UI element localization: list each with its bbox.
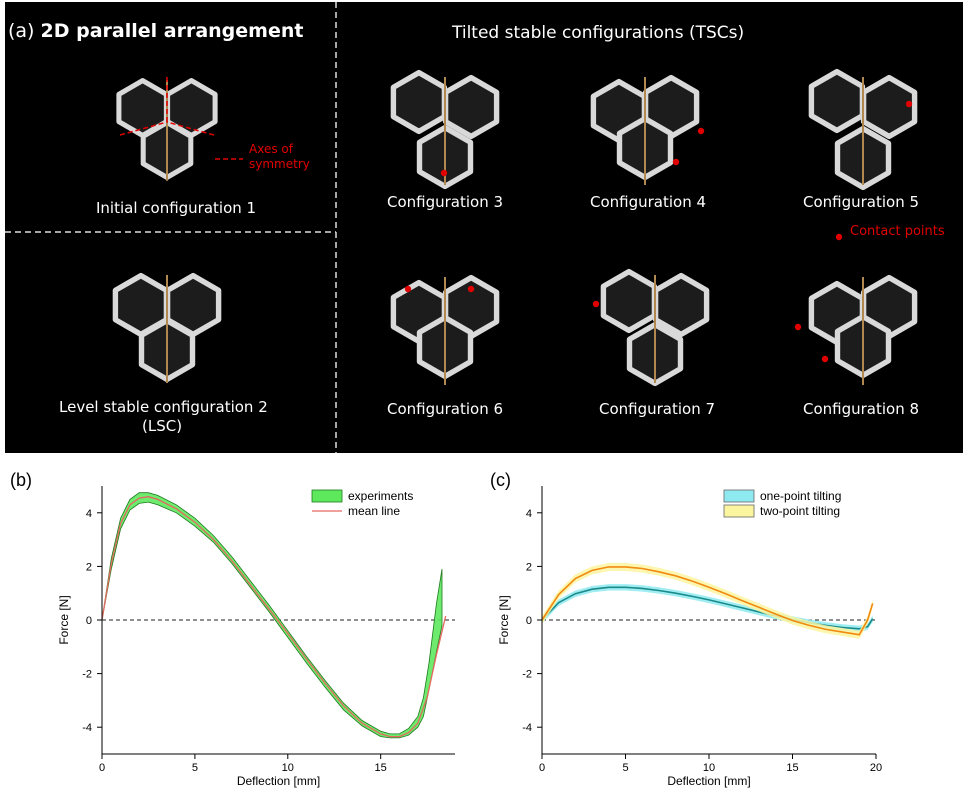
contact-point [835,233,843,241]
x-tick-label: 0 [539,762,545,774]
series-line-0 [541,586,874,630]
tsc-heading: Tilted stable configurations (TSCs) [452,23,745,43]
y-tick-label: 0 [86,615,92,627]
panel-label: (b) [10,470,32,490]
contact-point [467,285,475,293]
config-5-label: Configuration 5 [803,193,920,211]
config-8-label: Configuration 8 [803,400,920,418]
lattice-cell [600,268,658,334]
config-2-sublabel: (LSC) [142,417,183,435]
series-line-1 [101,496,447,738]
config-4-label: Configuration 4 [590,193,707,211]
x-tick-label: 20 [870,762,882,774]
legend-swatch [723,489,755,503]
symmetry-axis [166,121,215,136]
legend-label: experiments [348,489,413,503]
contact-point [821,355,829,363]
y-tick-label: 2 [526,561,532,573]
contact-legend-label: Contact points [850,224,945,239]
contact-point [794,323,802,331]
y-tick-label: 2 [86,561,92,573]
config-1-label: Initial configuration 1 [96,199,257,217]
lattice-cell [808,68,866,134]
axes-legend-label-2: symmetry [249,157,310,171]
lattice-cell [442,74,500,140]
y-tick-label: 0 [526,615,532,627]
panel-a-label: (a) [8,20,35,42]
lattice-photo-4 [590,74,700,185]
y-tick-label: -4 [82,722,92,734]
x-tick-label: 5 [192,762,198,774]
panel-a-heading: 2D parallel arrangement [40,20,304,42]
lattice-photo-7 [600,268,710,387]
contact-point [440,169,448,177]
lattice-photo-3 [390,69,500,190]
contact-point [697,127,705,135]
config-6-label: Configuration 6 [387,400,504,418]
x-axis-label: Deflection [mm] [237,774,320,788]
lattice-photo-6 [390,274,500,385]
y-axis-label: Force [N] [497,595,511,644]
x-tick-label: 0 [99,762,105,774]
x-tick-label: 10 [703,762,715,774]
lattice-photo-8 [808,274,918,385]
photo-overlay [5,2,918,453]
panel-a-title: (a) 2D parallel arrangement [8,20,303,42]
series-line-1 [541,566,874,636]
config-7-label: Configuration 7 [599,400,716,418]
series-band-0 [101,492,443,739]
axes-legend-label-1: Axes of [249,142,293,156]
legend-swatch [311,489,343,503]
chart-b: (b) 0 5 10 15 4 2 0 -2 -4 Deflection [mm] Force [N]… [10,470,455,788]
lattice-photo-5 [808,68,918,191]
x-axis-label: Deflection [mm] [667,774,750,788]
lattice-cell [860,74,918,140]
contact-point [905,100,913,108]
legend-label: one-point tilting [760,489,841,503]
legend-swatch [723,504,755,518]
y-tick-label: -4 [522,722,532,734]
x-tick-label: 10 [282,762,294,774]
legend-label: two-point tilting [760,504,840,518]
y-tick-label: -2 [522,669,532,681]
y-tick-label: 4 [86,508,92,520]
lattice-cell [390,69,448,135]
legend-label: mean line [348,504,400,518]
panel-label: (c) [490,470,511,490]
x-tick-label: 15 [375,762,387,774]
contact-point [592,300,600,308]
lattice-cell [652,272,710,338]
config-2-label: Level stable configuration 2 [59,398,268,416]
y-tick-label: 4 [526,508,532,520]
x-tick-label: 15 [786,762,798,774]
lattice-photo-2 [112,272,222,383]
config-3-label: Configuration 3 [387,193,504,211]
y-axis-label: Force [N] [57,595,71,644]
y-tick-label: -2 [82,669,92,681]
symmetry-axis [119,121,168,136]
contact-point [672,158,680,166]
x-tick-label: 5 [622,762,628,774]
photo-panel: (a) 2D parallel arrangement Tilted stabl… [5,2,963,453]
contact-point [404,285,412,293]
